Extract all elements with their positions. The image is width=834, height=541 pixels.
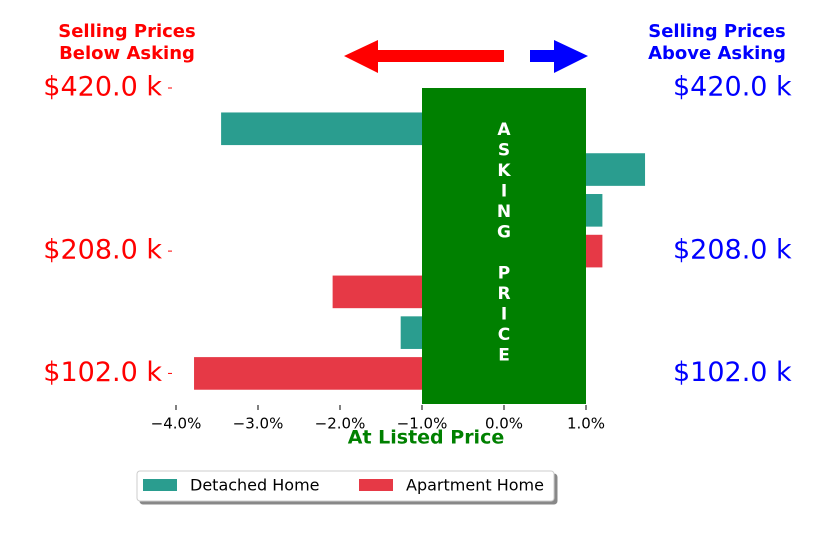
bar — [586, 234, 603, 268]
x-tick-label: −3.0% — [233, 415, 284, 433]
bar — [221, 112, 422, 146]
x-tick-label: −1.0% — [397, 415, 448, 433]
y-tick-label-right: $208.0 k — [673, 235, 792, 266]
y-tick-label: $208.0 k — [43, 235, 162, 266]
bar — [332, 275, 422, 309]
y-tick-label-right: $420.0 k — [673, 72, 792, 103]
right-arrow — [530, 40, 588, 73]
x-tick-label: 0.0% — [485, 415, 523, 433]
bar — [586, 194, 603, 227]
legend-swatch — [143, 479, 177, 491]
left-arrow — [344, 40, 504, 73]
bar — [194, 357, 422, 390]
bar — [400, 316, 422, 349]
y-tick-label-right: $102.0 k — [673, 357, 792, 388]
legend-label: Detached Home — [190, 476, 320, 495]
x-tick-label: −4.0% — [151, 415, 202, 433]
y-tick-label: $420.0 k — [43, 72, 162, 103]
right-note: Selling Prices — [648, 21, 785, 42]
legend-label: Apartment Home — [406, 476, 544, 495]
y-tick-label: $102.0 k — [43, 357, 162, 388]
left-note: Below Asking — [59, 43, 195, 64]
left-note: Selling Prices — [58, 21, 195, 42]
x-tick-label: −2.0% — [315, 415, 366, 433]
legend-swatch — [359, 479, 393, 491]
x-axis-label: At Listed Price — [348, 427, 504, 449]
x-tick-label: 1.0% — [567, 415, 605, 433]
right-note: Above Asking — [648, 43, 786, 64]
bar — [586, 153, 646, 186]
legend — [136, 470, 555, 502]
asking-band — [422, 88, 586, 404]
